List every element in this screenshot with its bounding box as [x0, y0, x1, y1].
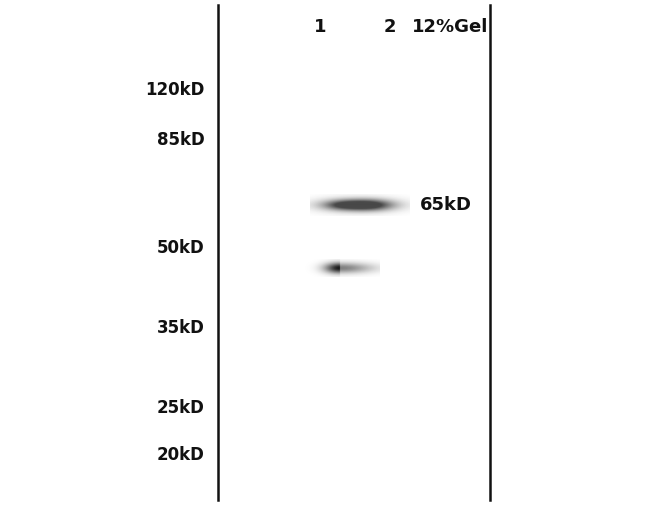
Text: 35kD: 35kD	[157, 319, 205, 337]
Text: 25kD: 25kD	[157, 399, 205, 417]
Text: 65kD: 65kD	[420, 196, 472, 214]
Text: 12%Gel: 12%Gel	[412, 18, 488, 36]
Text: 2: 2	[384, 18, 396, 36]
Text: 120kD: 120kD	[146, 81, 205, 99]
Text: 85kD: 85kD	[157, 131, 205, 149]
Text: 1: 1	[314, 18, 326, 36]
Text: 20kD: 20kD	[157, 446, 205, 464]
Text: 50kD: 50kD	[157, 239, 205, 257]
